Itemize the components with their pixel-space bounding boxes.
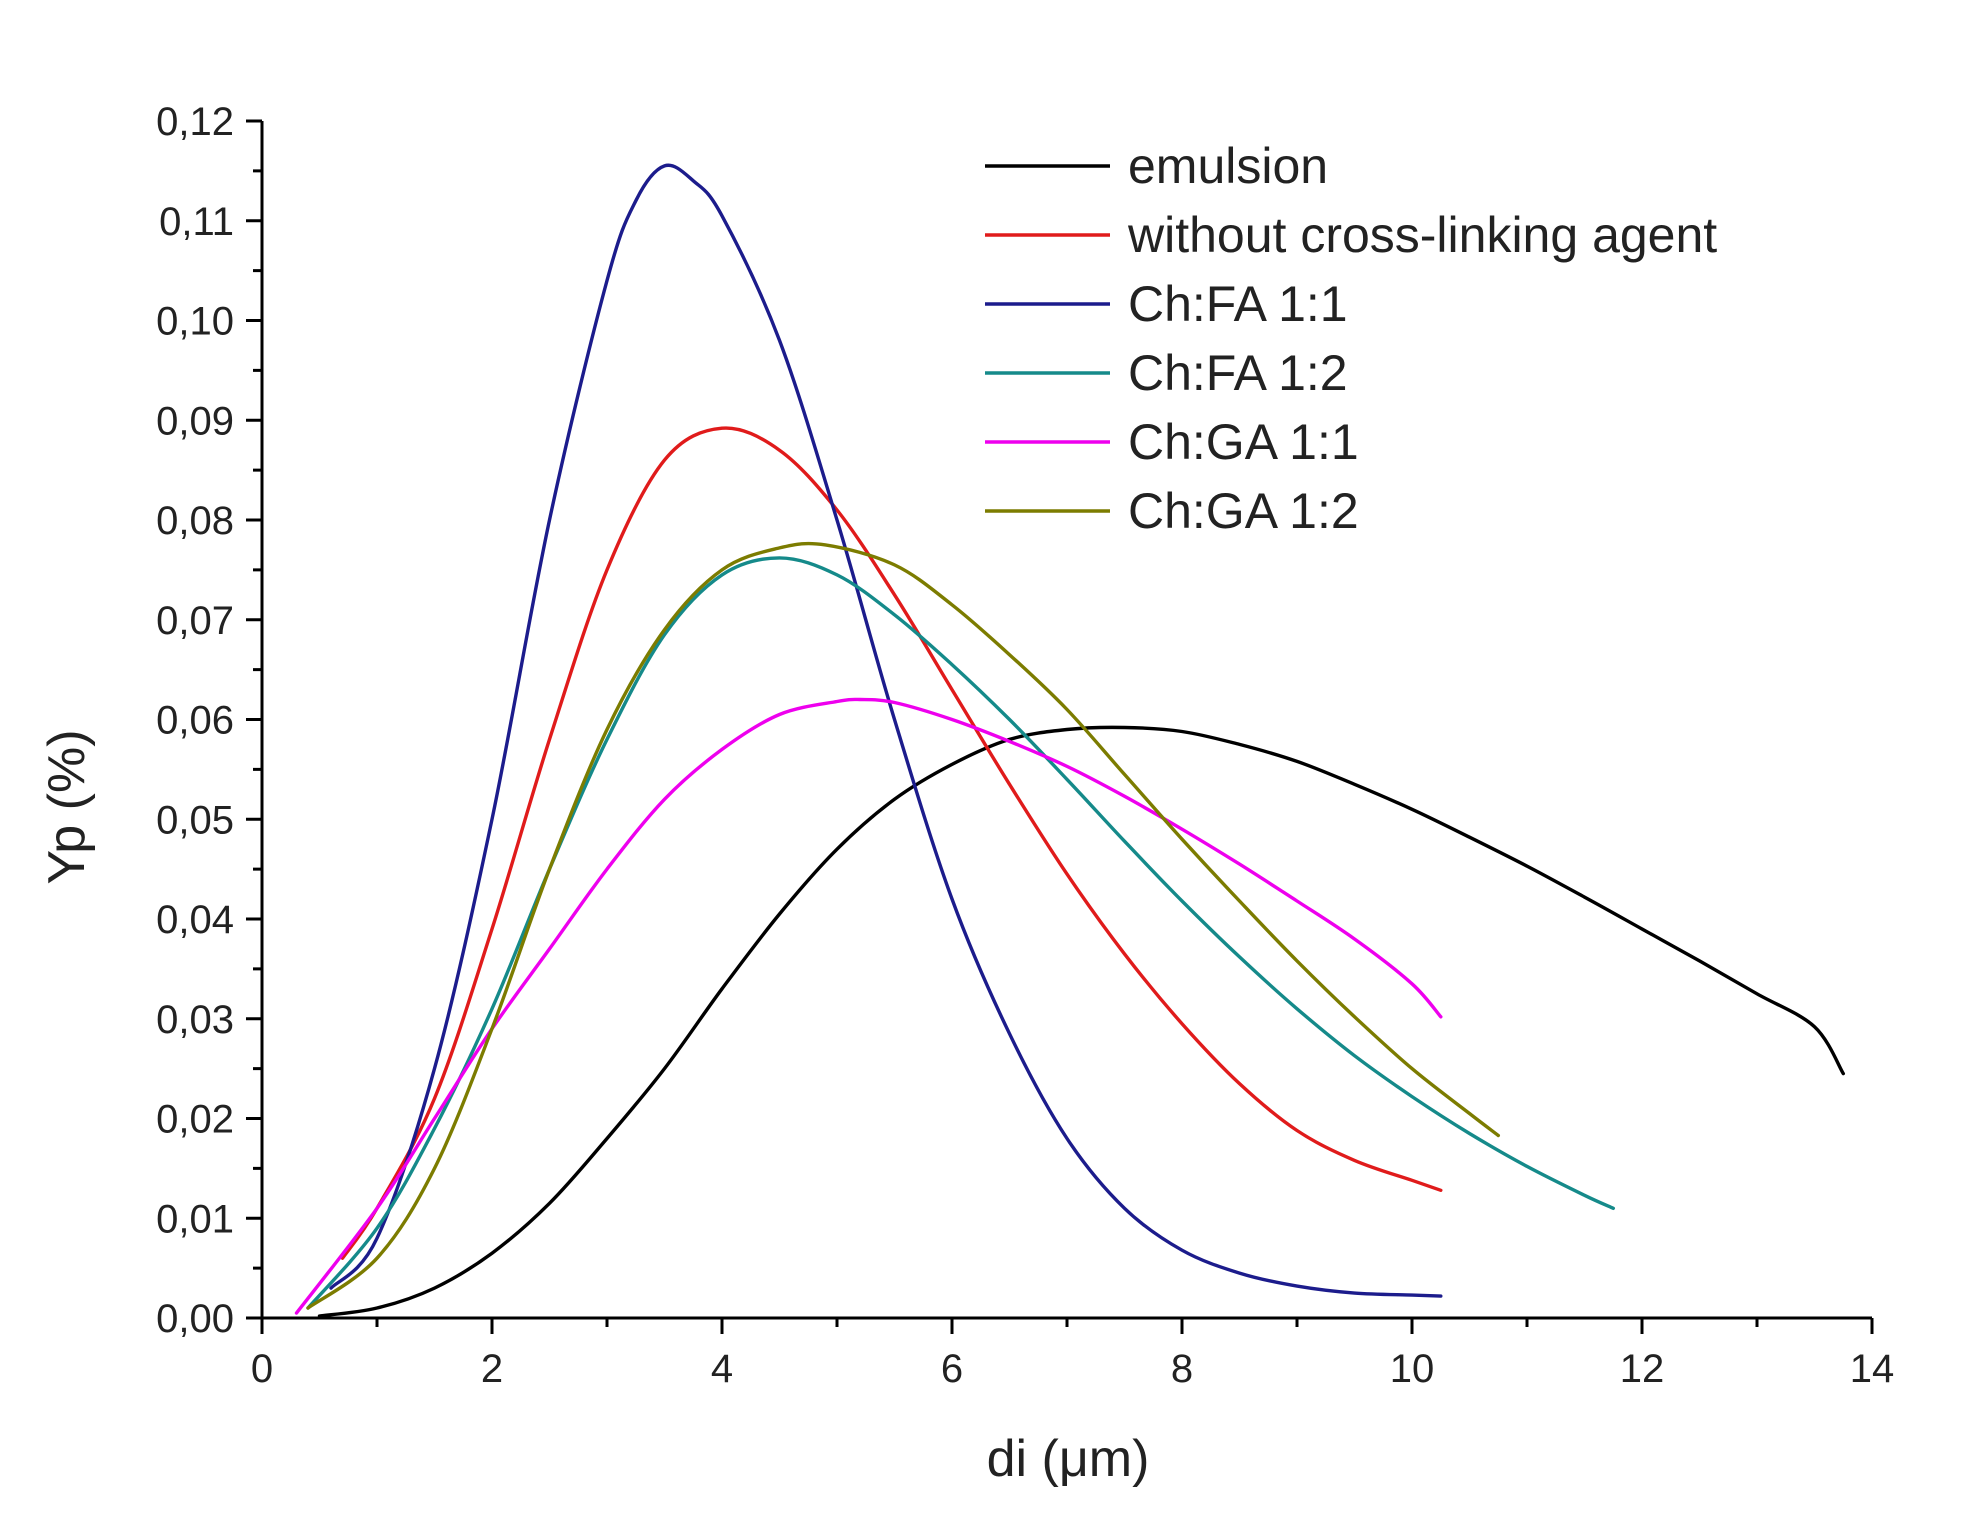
x-tick-label: 12 [1620, 1347, 1665, 1391]
y-tick-label: 0,08 [156, 499, 234, 543]
legend-label: emulsion [1128, 138, 1328, 194]
legend-label: Ch:FA 1:1 [1128, 276, 1348, 332]
series-lines [294, 163, 1845, 1318]
series-line-2 [340, 426, 1443, 1260]
legend-label: Ch:GA 1:2 [1128, 483, 1359, 539]
y-tick-label: 0,12 [156, 100, 234, 144]
x-tick-label: 2 [481, 1347, 503, 1391]
x-tick-label: 4 [711, 1347, 733, 1391]
y-tick-label: 0,01 [156, 1197, 234, 1241]
x-tick-label: 0 [251, 1347, 273, 1391]
series-line-4 [306, 556, 1615, 1310]
x-tick-label: 10 [1390, 1347, 1435, 1391]
y-tick-label: 0,06 [156, 699, 234, 743]
y-tick-label: 0,04 [156, 898, 234, 942]
series-line-1 [317, 725, 1845, 1318]
series-line-3 [329, 163, 1443, 1298]
y-axis-title: Yp (%) [38, 729, 96, 884]
x-tick-label: 6 [941, 1347, 963, 1391]
y-tick-label: 0,11 [159, 200, 234, 244]
y-tick-label: 0,03 [156, 998, 234, 1042]
y-tick-label: 0,09 [156, 399, 234, 443]
y-tick-label: 0,07 [156, 599, 234, 643]
x-tick-label: 14 [1850, 1347, 1895, 1391]
legend: emulsion without cross-linking agent Ch:FA… [985, 138, 1717, 539]
legend-label: without cross-linking agent [1127, 207, 1717, 263]
x-tick-label: 8 [1171, 1347, 1193, 1391]
y-tick-label: 0,00 [156, 1297, 234, 1341]
axes: 0 2 4 6 8 10 12 14 0,00 0,01 0,02 0,03 0,04 0,05 0,06 0… [156, 100, 1894, 1391]
legend-label: Ch:FA 1:2 [1128, 345, 1348, 401]
x-axis-title: di (μm) [987, 1430, 1150, 1488]
y-tick-label: 0,02 [156, 1098, 234, 1142]
legend-label: Ch:GA 1:1 [1128, 414, 1359, 470]
series-line-6 [306, 541, 1500, 1310]
y-tick-label: 0,10 [156, 300, 234, 344]
y-tick-label: 0,05 [156, 798, 234, 842]
